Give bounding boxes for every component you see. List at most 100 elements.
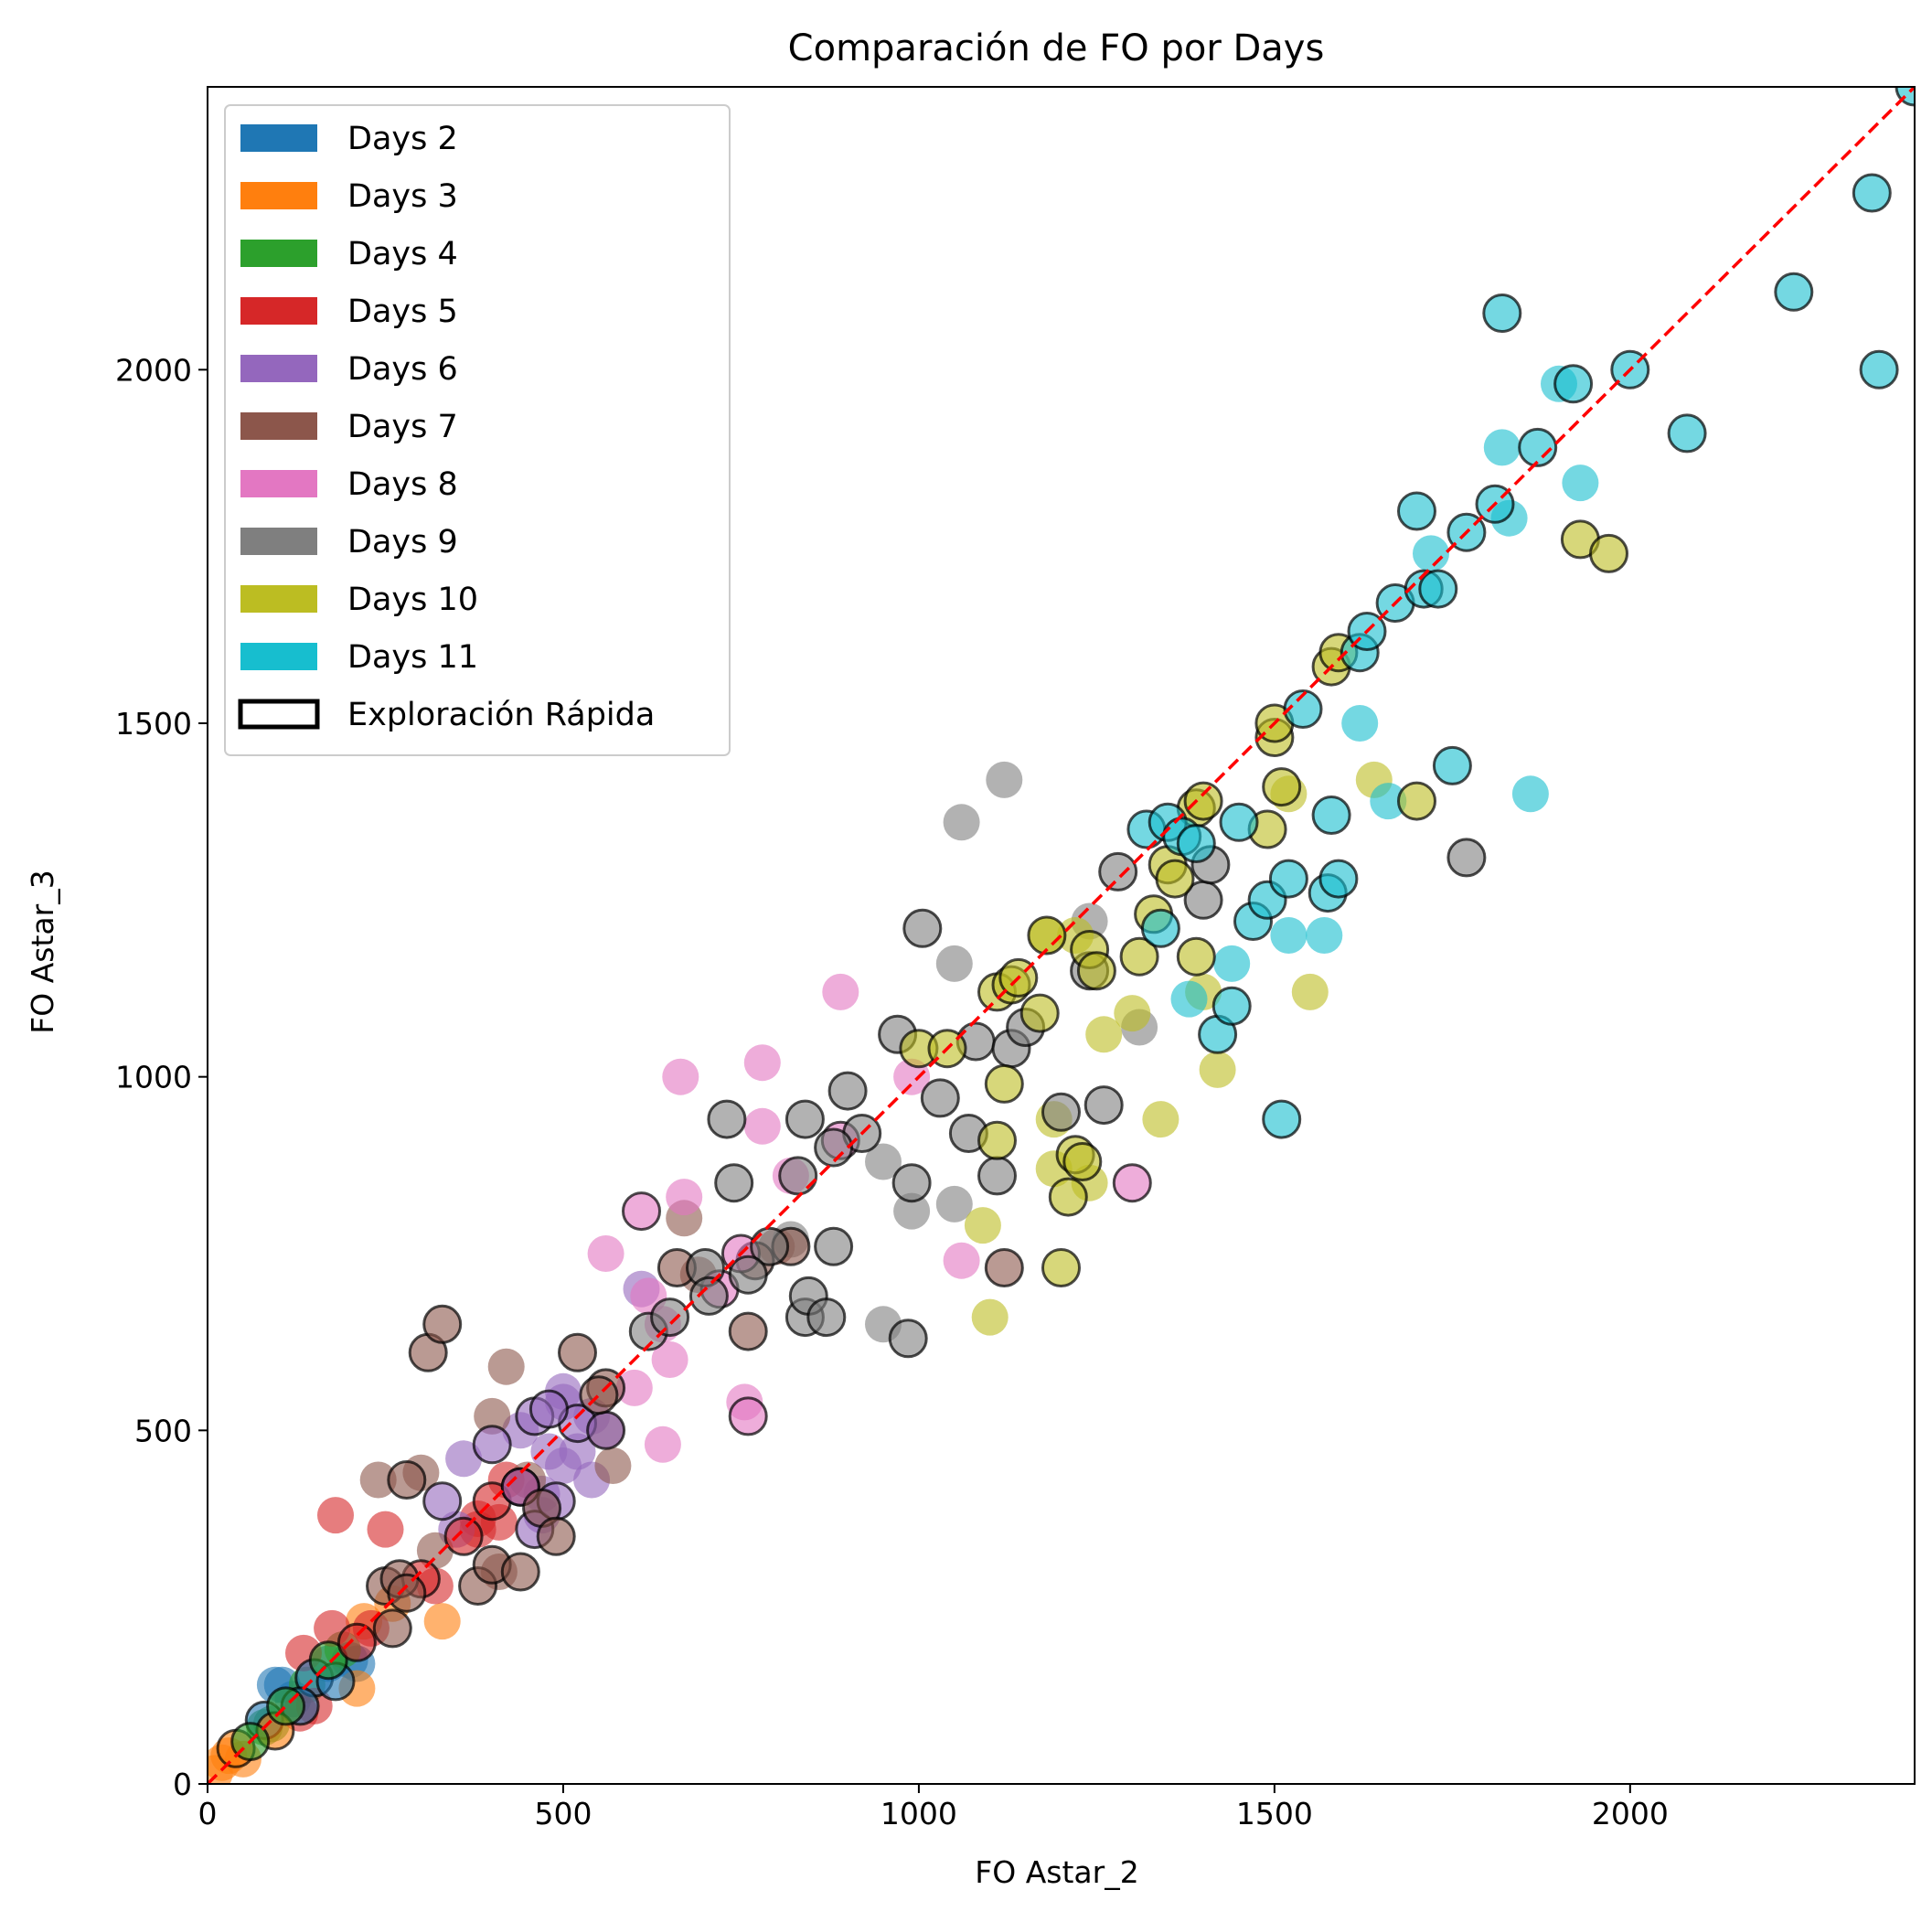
data-point-days-6 bbox=[472, 1425, 512, 1465]
legend-box bbox=[224, 104, 731, 756]
data-point-days-6 bbox=[559, 1433, 596, 1470]
data-point-days-11 bbox=[1270, 917, 1308, 954]
data-point-days-9 bbox=[688, 1276, 729, 1316]
data-point-days-9 bbox=[893, 1192, 931, 1230]
data-point-days-9 bbox=[865, 1143, 902, 1180]
data-point-days-10 bbox=[971, 1298, 1009, 1336]
data-point-days-10 bbox=[1019, 993, 1060, 1033]
data-point-days-10 bbox=[1041, 1248, 1081, 1287]
data-point-days-8 bbox=[743, 1044, 781, 1082]
data-point-days-9 bbox=[935, 945, 973, 982]
data-point-days-6 bbox=[586, 1410, 626, 1450]
data-point-days-8 bbox=[822, 973, 859, 1010]
data-point-days-8 bbox=[743, 1107, 781, 1145]
data-point-days-9 bbox=[935, 1185, 973, 1223]
data-point-days-11 bbox=[1432, 745, 1472, 785]
data-point-days-4 bbox=[308, 1640, 348, 1681]
data-point-days-7 bbox=[372, 1608, 412, 1649]
legend-label: Days 11 bbox=[347, 639, 478, 676]
reference-diagonal-line bbox=[208, 87, 1915, 1784]
data-point-days-10 bbox=[1589, 533, 1628, 573]
data-point-days-11 bbox=[1511, 775, 1549, 813]
data-point-days-9 bbox=[750, 1226, 790, 1266]
data-point-days-9 bbox=[920, 1078, 960, 1118]
data-point-days-8 bbox=[943, 1242, 980, 1279]
data-point-days-3 bbox=[423, 1603, 461, 1640]
data-point-days-7 bbox=[594, 1447, 632, 1484]
data-point-days-10 bbox=[1114, 995, 1151, 1032]
legend-swatch bbox=[240, 585, 317, 613]
legend-swatch bbox=[240, 124, 317, 152]
x-tick-label: 500 bbox=[534, 1796, 592, 1831]
data-point-days-11 bbox=[1667, 413, 1707, 454]
data-point-days-10 bbox=[1291, 973, 1329, 1010]
data-point-days-7 bbox=[500, 1552, 540, 1592]
data-point-days-8 bbox=[651, 1341, 688, 1378]
data-point-days-7 bbox=[487, 1348, 525, 1385]
legend-swatch bbox=[240, 355, 317, 382]
data-point-days-9 bbox=[888, 1319, 928, 1359]
legend-label: Days 3 bbox=[347, 178, 458, 215]
data-point-days-5 bbox=[367, 1511, 404, 1548]
data-point-days-10 bbox=[1027, 915, 1067, 956]
data-point-days-9 bbox=[806, 1297, 847, 1338]
data-point-days-9 bbox=[814, 1226, 854, 1266]
data-point-days-9 bbox=[814, 1127, 854, 1168]
data-point-days-8 bbox=[662, 1058, 699, 1095]
data-point-days-11 bbox=[1140, 908, 1180, 948]
legend-swatch-outline bbox=[238, 699, 320, 730]
legend-swatch bbox=[240, 240, 317, 267]
legend-label: Exploración Rápida bbox=[347, 697, 655, 733]
data-point-days-7 bbox=[728, 1311, 768, 1351]
data-point-days-11 bbox=[1283, 689, 1323, 729]
data-point-days-11 bbox=[1483, 429, 1521, 466]
data-point-days-8 bbox=[644, 1425, 681, 1463]
data-point-days-11 bbox=[1418, 569, 1458, 609]
legend-swatch bbox=[240, 643, 317, 670]
y-tick-label: 2000 bbox=[115, 352, 192, 388]
data-point-days-9 bbox=[1446, 838, 1487, 878]
x-axis: 0 500 1000 1500 2000 bbox=[198, 1784, 1669, 1831]
data-point-days-7 bbox=[474, 1397, 511, 1435]
data-point-days-9 bbox=[827, 1071, 868, 1111]
legend-label: Days 9 bbox=[347, 524, 458, 561]
data-point-days-9 bbox=[1041, 1092, 1081, 1132]
legend-label: Days 6 bbox=[347, 351, 458, 388]
data-point-days-11 bbox=[1219, 802, 1259, 842]
legend-swatch bbox=[240, 182, 317, 209]
data-point-days-10 bbox=[1048, 1177, 1088, 1217]
data-point-days-5 bbox=[336, 1622, 377, 1662]
data-point-days-9 bbox=[785, 1099, 825, 1139]
data-point-days-9 bbox=[714, 1163, 754, 1203]
legend-label: Days 7 bbox=[347, 409, 458, 445]
data-point-days-6 bbox=[422, 1481, 463, 1522]
data-point-days-10 bbox=[984, 1063, 1024, 1104]
data-point-days-10 bbox=[1262, 767, 1302, 807]
data-point-days-10 bbox=[964, 1207, 1001, 1244]
data-point-days-11 bbox=[1176, 824, 1216, 863]
data-point-days-9 bbox=[650, 1297, 690, 1338]
data-point-days-11 bbox=[1859, 349, 1899, 390]
data-point-days-6 bbox=[528, 1389, 569, 1429]
data-point-days-9 bbox=[943, 804, 980, 841]
legend-label: Days 4 bbox=[347, 236, 458, 272]
data-point-days-4 bbox=[266, 1686, 306, 1726]
data-point-days-10 bbox=[977, 1120, 1017, 1160]
data-point-days-9 bbox=[728, 1255, 768, 1295]
data-point-days-11 bbox=[1318, 859, 1359, 899]
data-point-days-10 bbox=[1085, 1016, 1123, 1053]
data-point-days-11 bbox=[1553, 364, 1594, 404]
data-point-days-11 bbox=[1413, 535, 1449, 572]
data-point-days-7 bbox=[579, 1375, 619, 1415]
y-tick-label: 1500 bbox=[115, 706, 192, 742]
data-point-days-11 bbox=[1370, 783, 1407, 820]
data-point-days-7 bbox=[416, 1532, 454, 1569]
legend-label: Days 5 bbox=[347, 294, 458, 330]
x-tick-label: 0 bbox=[198, 1796, 218, 1831]
data-point-days-11 bbox=[1311, 795, 1351, 835]
data-point-days-7 bbox=[359, 1461, 397, 1499]
data-point-days-11 bbox=[1268, 859, 1308, 899]
y-tick-label: 500 bbox=[134, 1413, 192, 1448]
